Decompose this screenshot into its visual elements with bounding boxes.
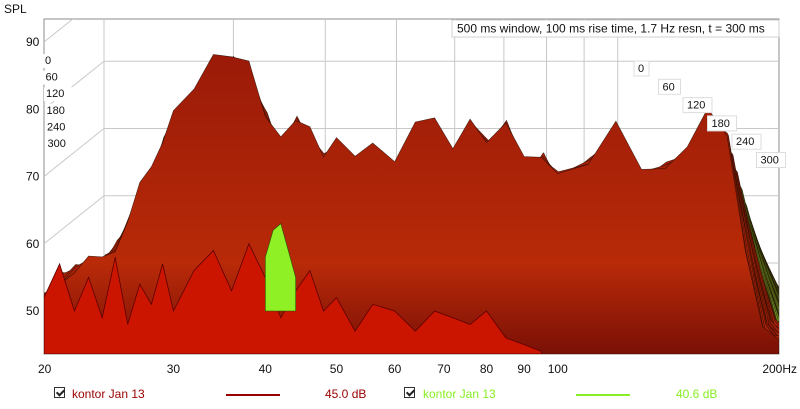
time-label-left: 120 [44,87,73,102]
info-text: 500 ms window, 100 ms rise time, 1.7 Hz … [457,22,765,36]
info-box [451,19,780,38]
svg-text:180: 180 [712,118,730,130]
time-label-right: 180 [707,115,737,132]
y-axis-ticks: 90 80 70 60 50 [26,35,40,318]
time-label-right: 300 [756,152,786,168]
x-tick-label: 50 [330,362,344,376]
x-tick-label: 90 [517,362,531,376]
svg-text:120: 120 [46,88,64,100]
svg-text:300: 300 [48,138,66,150]
legend-line-2 [576,394,630,396]
y-tick-label: 70 [26,170,40,184]
green-peak [265,223,296,312]
svg-text:180: 180 [47,105,65,117]
legend-level-2: 40.6 dB [676,387,718,401]
waterfall-slice [44,54,779,354]
time-label-right: 60 [658,78,681,95]
time-label-left: 0 [43,54,58,68]
x-tick-label: 30 [167,362,181,376]
legend-level-1: 45.0 dB [325,387,367,401]
legend-label-2: kontor Jan 13 [423,387,496,401]
time-label-right: 0 [633,60,650,77]
x-tick-label: 100 [548,362,568,376]
svg-text:240: 240 [736,136,754,148]
svg-text:60: 60 [663,81,675,93]
x-tick-label: 80 [480,362,494,376]
svg-text:0: 0 [638,63,644,75]
x-tick-label: 60 [388,362,402,376]
svg-text:60: 60 [46,72,58,84]
legend-checkbox-1[interactable] [54,387,65,398]
time-labels-right: 0 60 120 180 240 300 [633,60,786,168]
time-label-right: 240 [731,133,762,150]
y-tick-label: 50 [26,304,40,318]
x-tick-label: 20 [38,362,52,376]
svg-text:240: 240 [47,121,65,133]
x-tick-label: 200Hz [762,362,797,376]
x-axis-ticks: 20 30 40 50 60 70 80 90 100 200Hz [38,362,797,376]
time-label-left: 60 [43,70,66,85]
x-tick-label: 40 [259,362,273,376]
svg-text:0: 0 [45,55,51,67]
time-label-left: 180 [44,103,74,118]
y-tick-label: 60 [26,237,40,251]
y-tick-label: 90 [26,35,40,49]
waterfall-surface [44,54,779,354]
time-label-left: 240 [45,120,74,135]
legend-label-1: kontor Jan 13 [72,387,145,401]
svg-text:300: 300 [761,155,779,167]
legend-line-1 [226,394,280,396]
time-label-right: 120 [682,97,713,114]
y-axis-label: SPL [4,2,27,16]
svg-text:120: 120 [687,100,705,112]
y-tick-label: 80 [26,102,40,116]
time-labels-left: 0 60 120 180 240 300 [43,54,75,151]
time-label-left: 300 [45,137,75,151]
legend-checkbox-2[interactable] [404,387,415,398]
x-tick-label: 70 [437,362,451,376]
